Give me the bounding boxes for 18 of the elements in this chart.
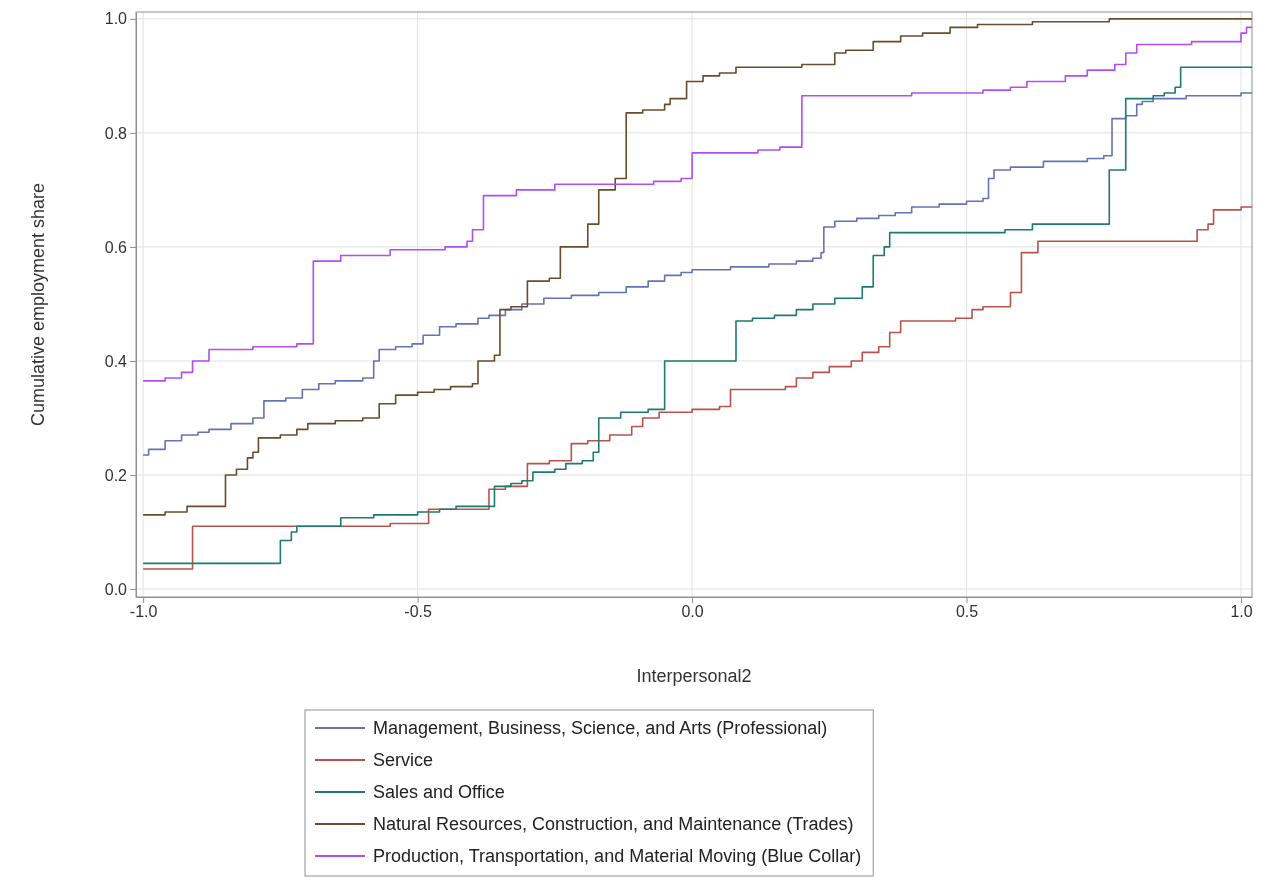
x-axis-title: Interpersonal2: [636, 666, 752, 686]
y-tick-label: 0.2: [104, 466, 128, 484]
legend-label: Service: [373, 750, 434, 770]
legend-label: Sales and Office: [373, 782, 505, 802]
legend-label: Management, Business, Science, and Arts (Professional): [373, 718, 828, 738]
y-tick-label: 0.4: [104, 352, 128, 370]
y-tick-label: 0.6: [104, 238, 128, 256]
x-tick-label: 0.5: [955, 603, 979, 621]
x-tick-label: 1.0: [1230, 603, 1253, 621]
legend-label: Natural Resources, Construction, and Maintenance (Trades): [373, 814, 854, 834]
x-tick-label: 0.0: [681, 603, 704, 621]
y-tick-label: 0.0: [104, 580, 128, 598]
y-axis-title: Cumulative employment share: [28, 182, 48, 427]
x-tick-label: -1.0: [129, 603, 158, 621]
y-tick-label: 1.0: [104, 10, 128, 28]
y-tick-label: 0.8: [104, 124, 128, 142]
x-tick-label: -0.5: [404, 603, 432, 621]
legend-label: Production, Transportation, and Material Moving (Blue Collar): [373, 846, 862, 866]
